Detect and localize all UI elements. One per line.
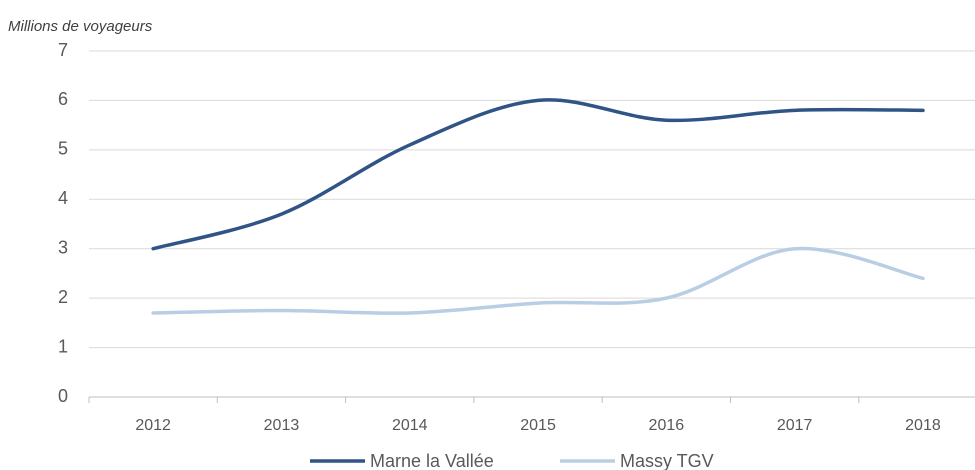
line-series (151, 98, 925, 251)
y-tick-label: 6 (58, 89, 68, 109)
y-tick-label: 0 (58, 386, 68, 406)
y-tick-label: 3 (58, 237, 68, 257)
y-tick-label: 7 (58, 40, 68, 60)
y-tick-label: 1 (58, 336, 68, 356)
legend-label: Massy TGV (620, 451, 714, 470)
x-tick-label: 2015 (520, 417, 556, 434)
y-tick-label: 5 (58, 139, 68, 159)
x-tick-label: 2013 (264, 417, 300, 434)
y-axis-label: Millions de voyageurs (8, 18, 153, 35)
x-tick-label: 2018 (905, 417, 941, 434)
line-series (151, 246, 925, 315)
x-tick-label: 2014 (392, 417, 428, 434)
x-tick-label: 2012 (135, 417, 171, 434)
x-tick-label: 2016 (649, 417, 685, 434)
legend-label: Marne la Vallée (370, 451, 494, 470)
y-tick-label: 4 (58, 188, 68, 208)
x-tick-label: 2017 (777, 417, 813, 434)
y-tick-label: 2 (58, 287, 68, 307)
